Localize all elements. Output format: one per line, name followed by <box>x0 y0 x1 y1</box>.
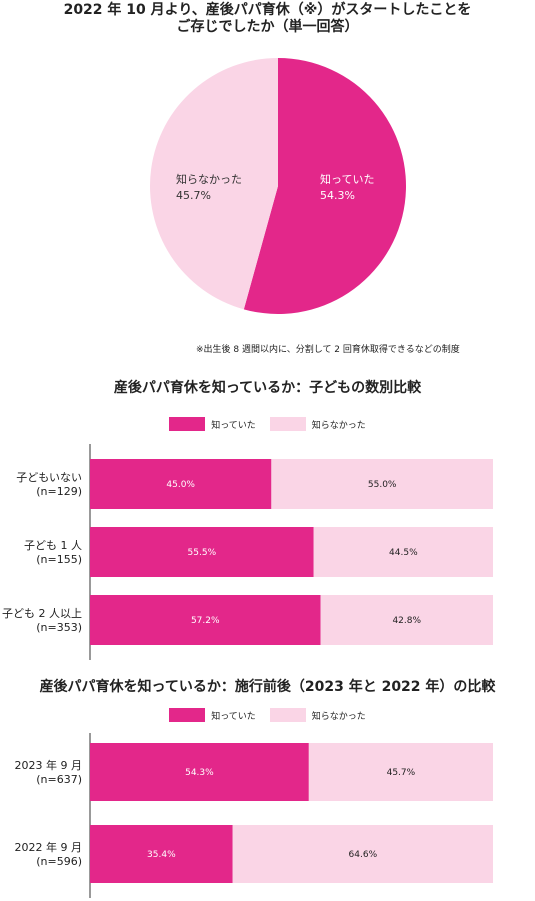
pie-chart-title: 2022 年 10 月より、産後パパ育休（※）がスタートしたことを ご存じでした… <box>0 2 535 36</box>
bar-value-label: 57.2% <box>191 616 220 626</box>
legend-item-unknown: 知らなかった <box>269 708 366 722</box>
category-sample-size: (n=353) <box>36 621 82 634</box>
bar-segment-known <box>90 743 309 801</box>
legend-swatch-known <box>169 417 206 431</box>
bar-segment-known <box>90 527 314 577</box>
bar-chart-2-title: 産後パパ育休を知っているか：施行前後（2023 年と 2022 年）の比較 <box>39 679 496 695</box>
legend-label-unknown: 知らなかった <box>311 420 366 431</box>
category-sample-size: (n=596) <box>36 855 82 868</box>
bar-segment-known <box>90 459 272 509</box>
bar-segment-unknown <box>308 743 493 801</box>
bar-segment-unknown <box>232 825 494 883</box>
bar-chart-1-title: 産後パパ育休を知っているか：子どもの数別比較 <box>113 380 422 396</box>
bar-segment-unknown <box>271 459 493 509</box>
bar-segment-unknown <box>313 527 493 577</box>
legend-swatch-unknown <box>269 417 306 431</box>
footnote: ※出生後 8 週間以内に、分割して 2 回育休取得できるなどの制度 <box>196 345 460 355</box>
bar-value-label: 45.7% <box>387 768 416 778</box>
bar-value-label: 45.0% <box>166 480 195 490</box>
legend-label-known: 知っていた <box>211 711 256 722</box>
legend-label-unknown: 知らなかった <box>311 711 366 722</box>
category-label: 子ども 2 人以上 <box>2 607 82 620</box>
category-sample-size: (n=637) <box>36 773 82 786</box>
bar-value-label: 55.5% <box>188 548 217 558</box>
bar-value-label: 55.0% <box>368 480 397 490</box>
bar-chart-2-legend: 知っていた 知らなかった <box>0 708 535 722</box>
bar-value-label: 64.6% <box>349 850 378 860</box>
bar-segment-known <box>90 825 233 883</box>
bar-value-label: 54.3% <box>185 768 214 778</box>
category-label: 2023 年 9 月 <box>15 758 82 772</box>
pie-title-line1: 2022 年 10 月より、産後パパ育休（※）がスタートしたことを <box>63 2 472 18</box>
pie-slice <box>243 58 407 314</box>
legend-swatch-known <box>169 708 206 722</box>
category-label: 2022 年 9 月 <box>15 840 82 854</box>
bar-chart-1-legend: 知っていた 知らなかった <box>0 417 535 431</box>
bar-value-label: 44.5% <box>389 548 418 558</box>
bar-value-label: 42.8% <box>392 616 421 626</box>
legend-item-known: 知っていた <box>169 708 256 722</box>
legend-item-known: 知っていた <box>169 417 256 431</box>
pie-slice-value: 45.7% <box>176 189 211 202</box>
pie-chart: 知っていた 54.3% 知らなかった 45.7% <box>150 58 407 314</box>
legend-label-known: 知っていた <box>211 420 256 431</box>
pie-slice <box>150 58 278 310</box>
bar-segment-unknown <box>320 595 493 645</box>
legend-item-unknown: 知らなかった <box>269 417 366 431</box>
category-label: 子ども 1 人 <box>24 539 82 552</box>
category-label: 子どもいない <box>16 471 82 484</box>
pie-slice-label: 知らなかった <box>176 172 242 186</box>
category-sample-size: (n=129) <box>36 485 82 498</box>
bar-value-label: 35.4% <box>147 850 176 860</box>
bar-segment-known <box>90 595 321 645</box>
category-sample-size: (n=155) <box>36 553 82 566</box>
pie-slice-label: 知っていた <box>320 172 374 186</box>
pie-slice-value: 54.3% <box>320 189 355 202</box>
pie-title-line2: ご存じでしたか（単一回答） <box>176 19 359 35</box>
legend-swatch-unknown <box>269 708 306 722</box>
